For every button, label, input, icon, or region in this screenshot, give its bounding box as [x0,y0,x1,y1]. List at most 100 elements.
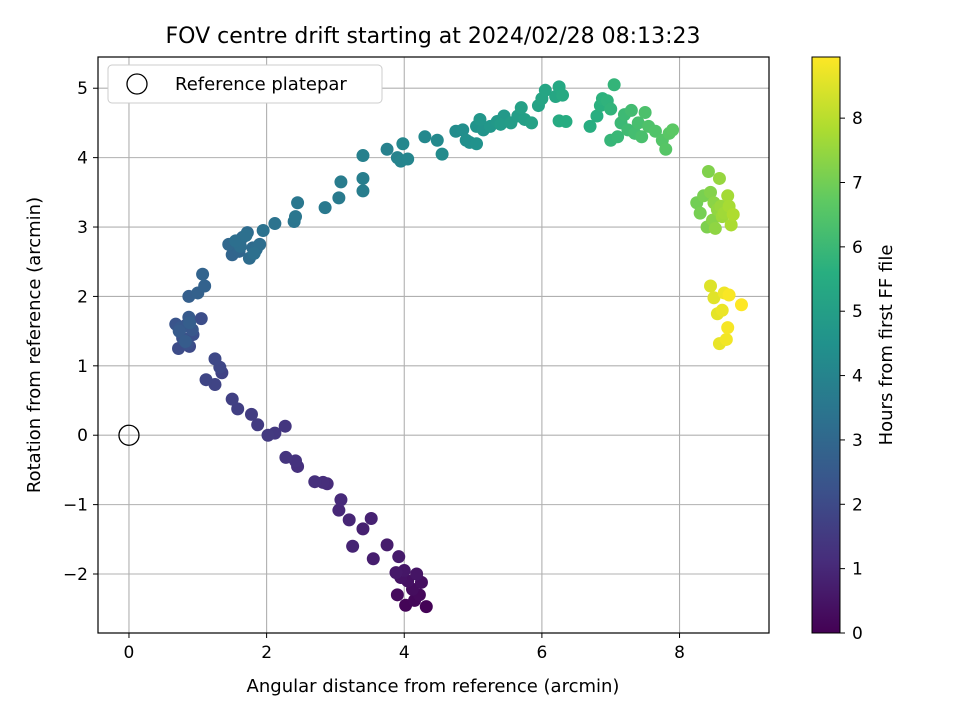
data-point [538,83,552,97]
data-point [401,152,415,166]
data-point [648,124,662,138]
data-point [261,428,275,442]
data-point [419,600,433,614]
data-point [734,298,748,312]
data-point [289,210,303,224]
x-tick-label: 0 [124,643,135,663]
colorbar-tick-label: 1 [852,560,863,580]
data-points [169,78,748,614]
colorbar-tick-label: 0 [852,624,863,644]
data-point [624,103,638,117]
colorbar-label: Hours from first FF file [876,245,897,446]
data-point [726,208,740,222]
data-point [346,539,360,553]
data-point [332,191,346,205]
data-point [308,475,322,489]
data-point [231,402,245,416]
data-point [708,221,722,235]
legend: Reference platepar [107,64,383,104]
data-point [183,316,197,330]
data-point [430,133,444,147]
data-point [356,522,370,536]
x-tick-label: 2 [261,643,272,663]
data-point [247,246,261,260]
data-point [715,303,729,317]
data-point [514,101,528,115]
x-axis-ticks: 0 2 4 6 8 [124,633,685,663]
colorbar-tick-label: 3 [852,431,863,451]
data-point [356,171,370,185]
data-point [199,373,213,387]
data-point [172,324,186,338]
colorbar: 0 1 2 3 4 5 6 7 8 Hours from first FF file [811,56,897,644]
data-point [525,116,539,130]
data-point [392,550,406,564]
data-point [604,102,618,116]
data-point [701,165,715,179]
data-point [693,206,707,220]
colorbar-tick-label: 5 [852,302,863,322]
colorbar-tick-label: 2 [852,495,863,515]
data-point [435,147,449,161]
colorbar-tick-label: 6 [852,238,863,258]
data-point [721,189,735,203]
data-point [389,566,403,580]
data-point [239,228,253,242]
y-tick-label: 1 [77,357,88,377]
data-point [278,419,292,433]
chart-title: FOV centre drift starting at 2024/02/28 … [166,24,701,49]
data-point [607,78,621,92]
data-point [396,137,410,151]
y-tick-label: 4 [77,149,88,169]
data-point [583,119,597,133]
data-point [418,130,432,144]
data-point [456,123,470,137]
y-axis-label: Rotation from reference (arcmin) [24,197,45,493]
data-point [719,332,733,346]
data-point [473,112,487,126]
data-point [724,218,738,232]
y-tick-label: −2 [63,565,88,585]
y-tick-label: −1 [63,496,88,516]
data-point [332,503,346,517]
data-point [559,115,573,129]
data-point [178,335,192,349]
data-point [707,291,721,305]
data-point [268,217,282,231]
grid [98,57,769,633]
y-tick-label: 5 [77,79,88,99]
data-point [666,123,680,137]
data-point [556,88,570,102]
data-point [590,109,604,123]
data-point [470,137,484,151]
colorbar-tick-label: 4 [852,367,863,387]
data-point [366,552,380,566]
data-point [712,171,726,185]
data-point [208,352,222,366]
data-point [198,279,212,293]
y-tick-label: 3 [77,218,88,238]
data-point [722,288,736,302]
legend-marker [126,73,148,95]
x-tick-label: 6 [536,643,547,663]
data-point [364,511,378,525]
x-tick-label: 4 [399,643,410,663]
legend-label: Reference platepar [175,74,347,95]
data-point [356,184,370,198]
reference-point [118,424,140,446]
x-tick-label: 8 [674,643,685,663]
x-axis-label: Angular distance from reference (arcmin) [247,676,620,697]
data-point [251,418,265,432]
data-point [356,149,370,163]
colorbar-tick-label: 8 [852,109,863,129]
data-point [318,201,332,215]
data-point [410,567,424,581]
data-point [380,142,394,156]
data-point [196,267,210,281]
colorbar-tick-label: 7 [852,173,863,193]
data-point [244,407,258,421]
colorbar-gradient [811,56,841,634]
y-tick-label: 0 [77,426,88,446]
colorbar-ticks: 0 1 2 3 4 5 6 7 8 [840,109,863,644]
